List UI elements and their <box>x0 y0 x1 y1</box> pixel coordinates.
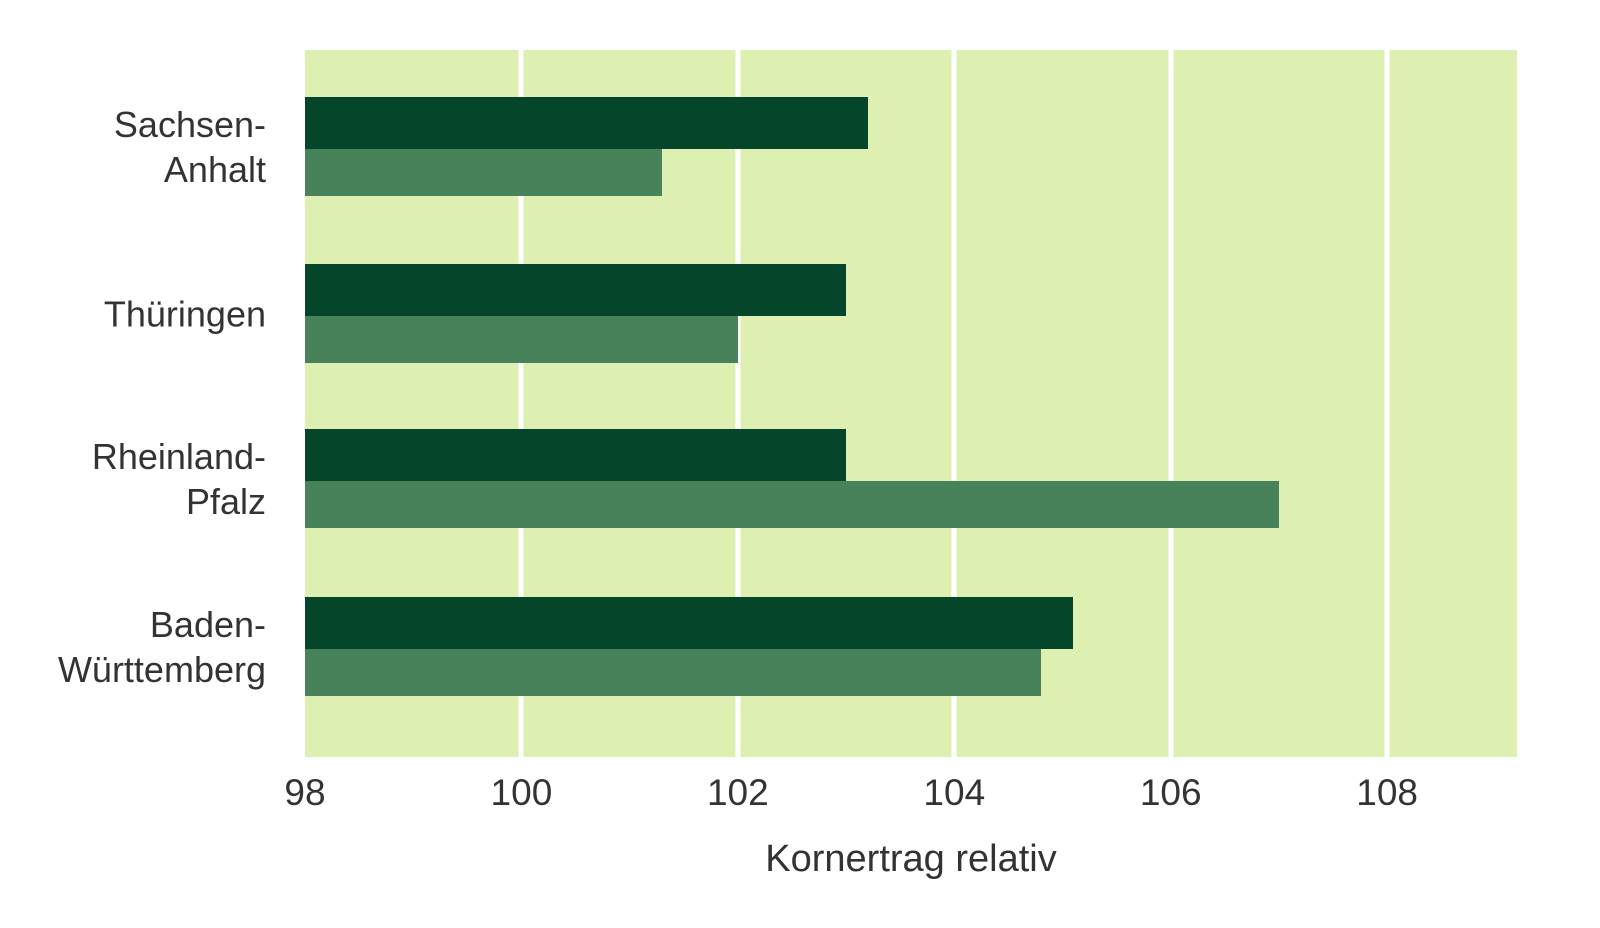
x-axis-tick-labels: 98 100 102 104 106 108 <box>284 772 1517 818</box>
y-axis-category-labels: Sachsen- Anhalt Thüringen Rheinland- Pfalz Ba… <box>0 50 266 757</box>
category-label-sachsen-anhalt: Sachsen- Anhalt <box>113 103 266 190</box>
medium-green-bar-rheinland-pfalz <box>305 480 1279 529</box>
gridline-108 <box>1384 50 1390 757</box>
category-label-baden-w-rttemberg: Baden- Württemberg <box>57 604 266 691</box>
x-axis-title: Kornertrag relativ <box>765 838 1057 880</box>
plot-area <box>305 50 1517 757</box>
medium-green-bar-sachsen-anhalt <box>305 148 663 196</box>
category-label-th-ringen: Thüringen <box>103 293 266 334</box>
medium-green-bar-th-ringen <box>305 315 738 363</box>
category-label-rheinland-pfalz: Rheinland- Pfalz <box>91 435 266 522</box>
gridline-100 <box>518 50 524 757</box>
dark-green-bar-baden-w-rttemberg <box>305 597 1074 649</box>
x-tick-label-104: 104 <box>923 772 986 813</box>
x-tick-label-98: 98 <box>284 772 326 813</box>
gridline-102 <box>735 50 741 757</box>
medium-green-bar-baden-w-rttemberg <box>305 648 1041 697</box>
dark-green-bar-sachsen-anhalt <box>305 97 868 149</box>
x-tick-label-100: 100 <box>490 772 553 813</box>
x-tick-label-108: 108 <box>1356 772 1419 813</box>
dark-green-bar-th-ringen <box>305 264 847 316</box>
x-tick-label-106: 106 <box>1139 772 1202 813</box>
x-tick-label-102: 102 <box>706 772 769 813</box>
gridline-106 <box>1168 50 1174 757</box>
dark-green-bar-rheinland-pfalz <box>305 429 847 481</box>
gridline-104 <box>951 50 957 757</box>
